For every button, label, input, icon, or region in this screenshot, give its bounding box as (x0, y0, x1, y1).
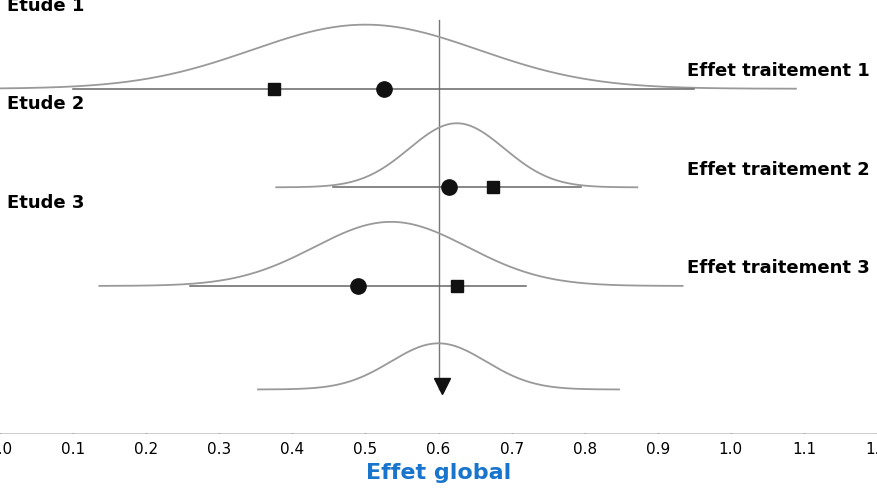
Text: 0.9: 0.9 (645, 442, 670, 457)
Text: 0.7: 0.7 (500, 442, 524, 457)
Text: 0.4: 0.4 (281, 442, 304, 457)
Text: Effet traitement 3: Effet traitement 3 (687, 259, 870, 277)
Text: Etude 1: Etude 1 (7, 0, 85, 15)
Text: Effet traitement 2: Effet traitement 2 (687, 161, 870, 178)
Text: 1.0: 1.0 (719, 442, 743, 457)
Text: 0.1: 0.1 (61, 442, 85, 457)
Text: Effet global: Effet global (366, 463, 511, 483)
Text: 0.6: 0.6 (426, 442, 451, 457)
Text: Effet traitement 1: Effet traitement 1 (687, 62, 870, 80)
Text: 0.0: 0.0 (0, 442, 12, 457)
Text: Etude 2: Etude 2 (7, 95, 85, 113)
Text: Etude 3: Etude 3 (7, 194, 85, 212)
Text: 0.2: 0.2 (134, 442, 158, 457)
Text: 0.5: 0.5 (353, 442, 377, 457)
Text: 1.2: 1.2 (865, 442, 877, 457)
Text: 0.8: 0.8 (573, 442, 596, 457)
Text: 0.3: 0.3 (207, 442, 232, 457)
Text: 1.1: 1.1 (792, 442, 816, 457)
